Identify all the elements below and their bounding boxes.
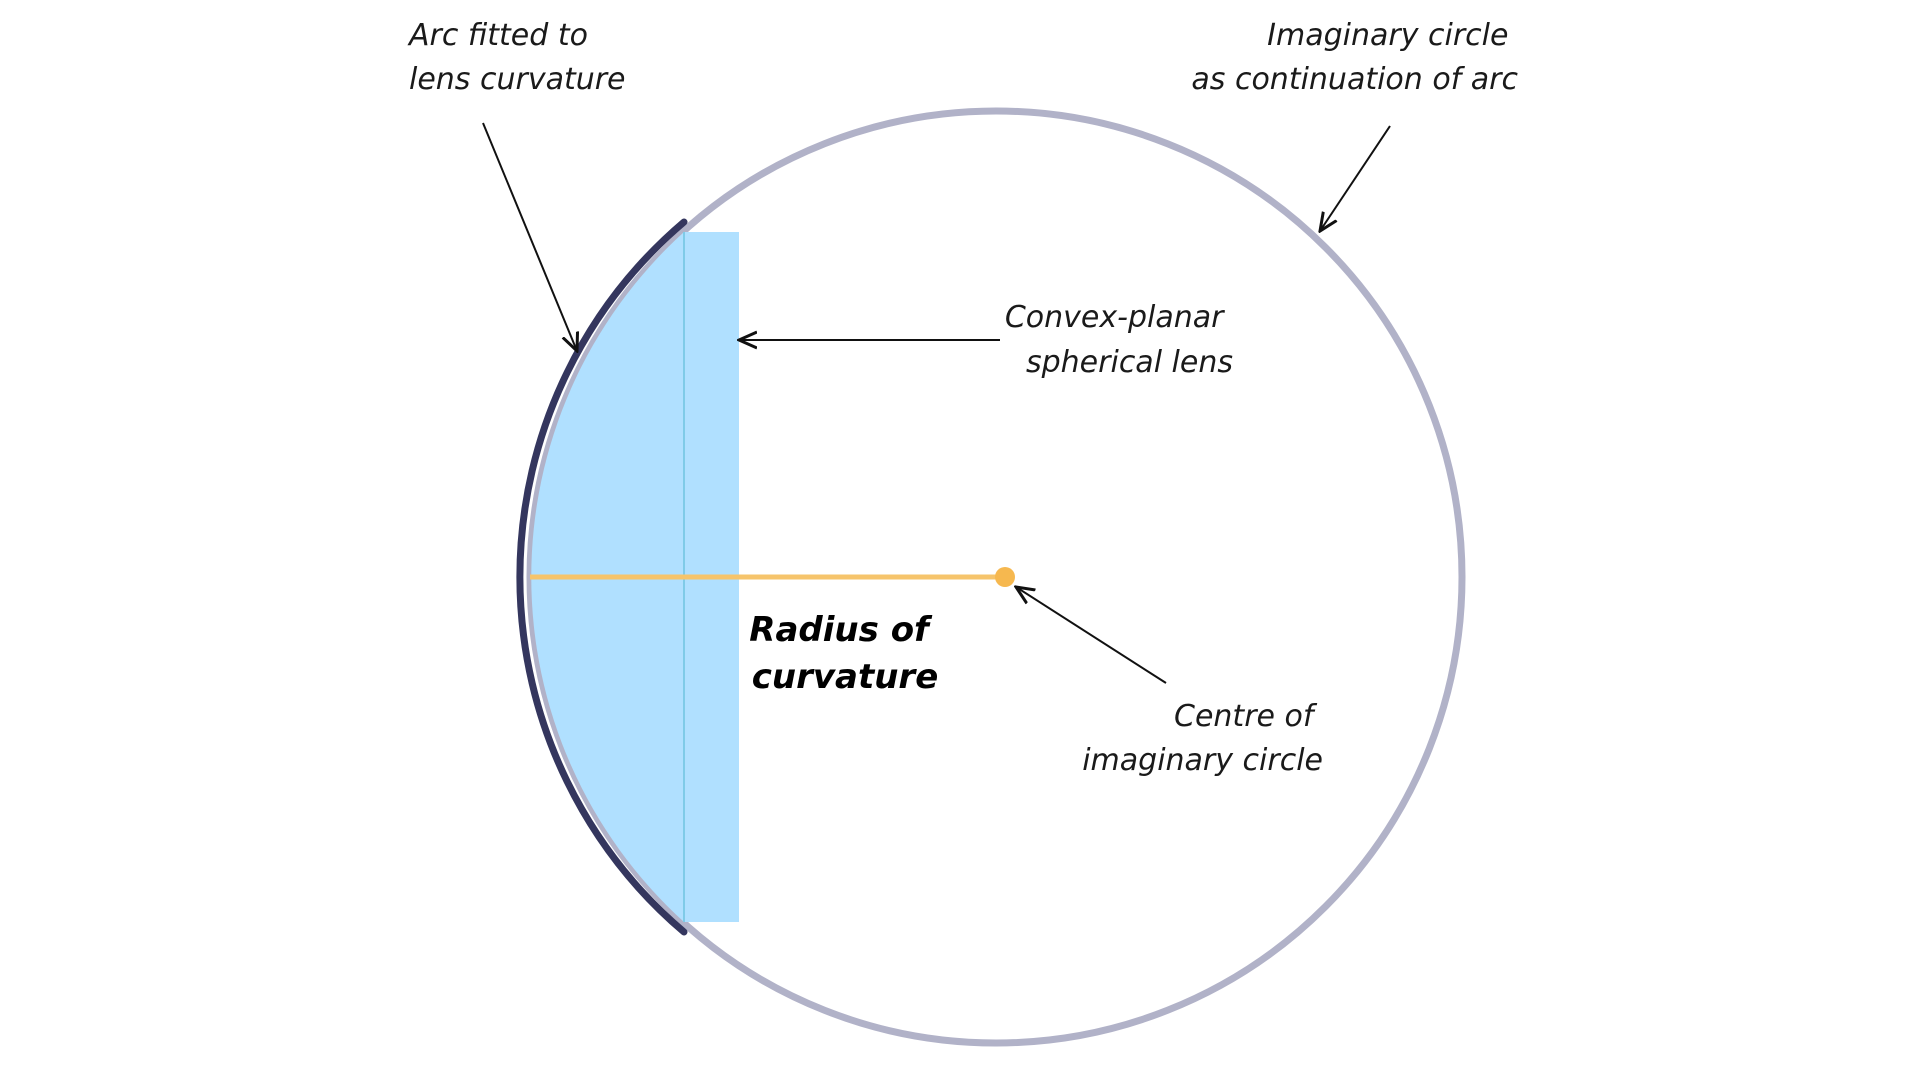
circle-pointer-arrow (1320, 125, 1391, 231)
radius-label: Radius of curvature (749, 610, 940, 697)
arc-pointer-arrow (482, 122, 577, 351)
centre-pointer-arrow (1016, 587, 1167, 684)
centre-label: Centre of imaginary circle (1082, 699, 1323, 778)
lens-label: Convex-planar spherical lens (1005, 300, 1233, 380)
centre-dot (995, 567, 1015, 587)
arc-label: Arc fitted to lens curvature (407, 18, 626, 97)
imaginary-circle-label: Imaginary circle as continuation of arc (1191, 18, 1518, 97)
fitted-arc (516, 218, 688, 936)
